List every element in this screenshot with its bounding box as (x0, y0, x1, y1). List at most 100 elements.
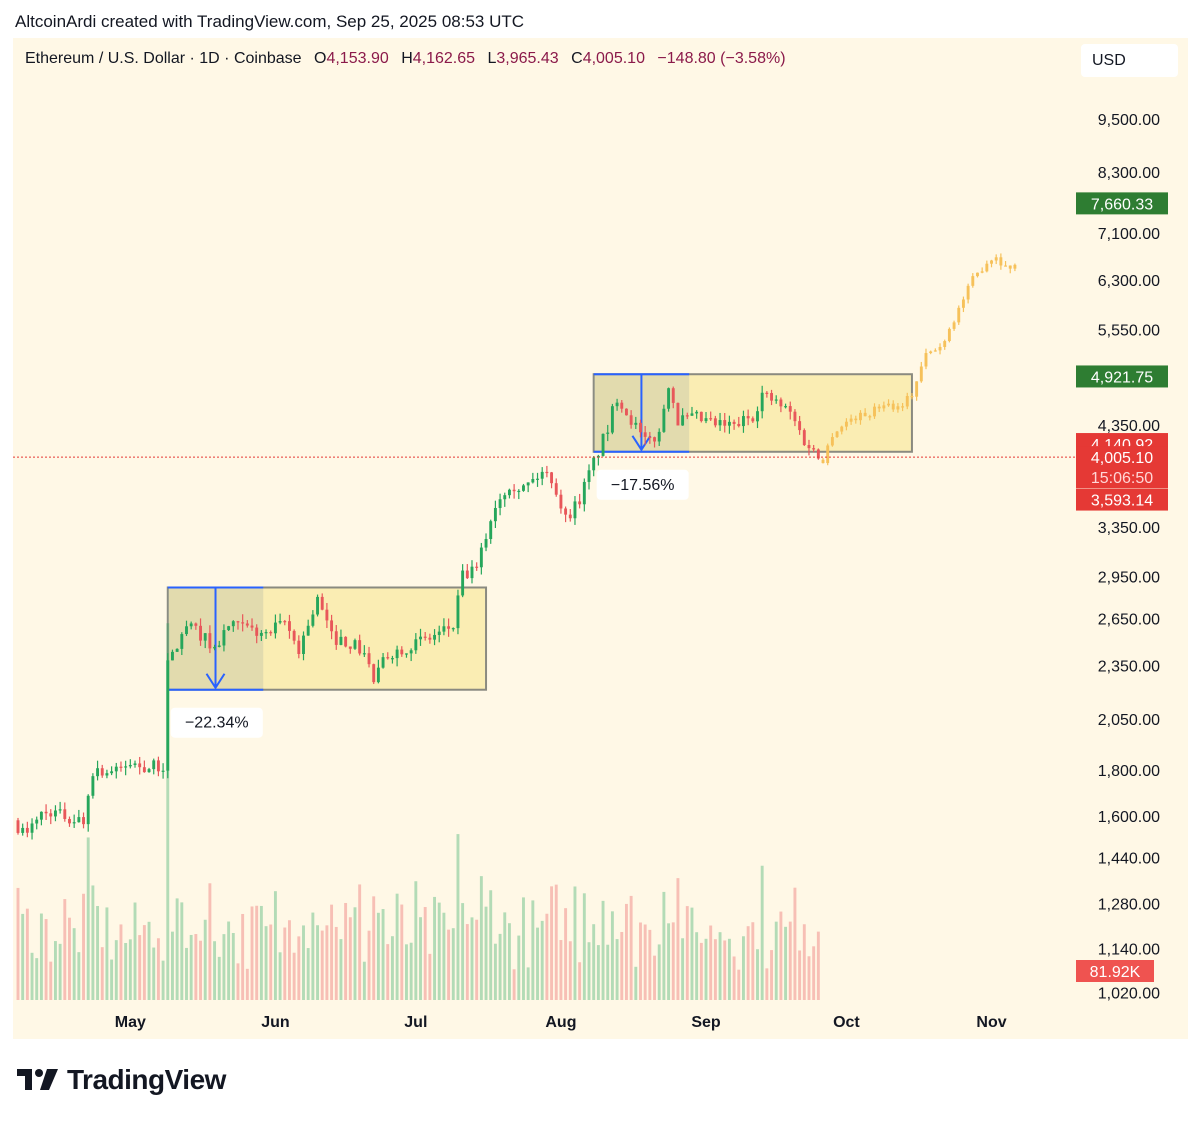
volume-bar (451, 928, 455, 1000)
volume-bar (517, 935, 521, 1000)
volume-label-text: 81.92K (1090, 964, 1141, 981)
candle-body (217, 645, 221, 647)
projection-candle (919, 366, 923, 382)
projection-candle (933, 350, 937, 352)
price-label-bg (1076, 446, 1168, 489)
candle-body (760, 392, 764, 412)
volume-bar (362, 961, 366, 1000)
volume-bar (30, 952, 34, 1000)
measure-label-bg-1 (170, 707, 263, 738)
volume-bar (746, 926, 750, 1000)
candle-body (16, 820, 20, 833)
candle-body (746, 416, 750, 419)
volume-bar (405, 944, 408, 1000)
candle-body (77, 817, 81, 823)
volume-bar (77, 952, 81, 1000)
volume-bar (400, 904, 404, 1000)
candle-body (58, 809, 62, 811)
volume-bar (128, 939, 132, 1000)
volume-bar (185, 947, 188, 1000)
measure-label-text-2: −17.56% (611, 477, 675, 494)
candle-body (414, 639, 418, 651)
y-tick-label: 2,350.00 (1098, 659, 1160, 676)
candle-body (540, 471, 544, 479)
candle-body (82, 817, 85, 825)
candle-body (213, 646, 217, 649)
price-label: 4,921.75 (1076, 365, 1168, 388)
candle-body (189, 623, 193, 627)
candle-body (255, 627, 259, 636)
volume-bar (68, 917, 71, 1000)
projection-candle (961, 299, 965, 308)
candle-body (30, 823, 34, 833)
projection-candle (844, 421, 848, 427)
volume-bar (732, 956, 736, 1000)
volume-bar (203, 919, 207, 1000)
candle-body (798, 421, 802, 431)
candle-body (409, 650, 413, 654)
candle-body (405, 653, 408, 655)
volume-bar (241, 913, 245, 1000)
candle-body (765, 392, 769, 394)
candle-body (423, 636, 427, 638)
volume-bar (302, 925, 305, 1000)
volume-bar (269, 924, 273, 1000)
y-tick-label: 1,280.00 (1098, 896, 1160, 913)
candle-body (348, 646, 352, 649)
price-label-text: 7,660.33 (1091, 196, 1153, 213)
volume-bar (643, 924, 647, 1000)
y-tick-label: 8,300.00 (1098, 165, 1160, 182)
candle-body (601, 433, 605, 456)
projection-candle (915, 381, 919, 397)
low-label: L (487, 50, 497, 67)
volume-bar (372, 896, 376, 1000)
volume-bar (161, 960, 165, 1000)
volume-bar (278, 952, 282, 1000)
volume-bar (802, 924, 806, 1000)
projection-candle (877, 406, 881, 409)
chart-area[interactable] (13, 38, 1188, 1039)
range-box-2 (592, 373, 913, 453)
volume-bar (812, 946, 816, 1000)
candle-body (138, 763, 142, 768)
measure-label-2: −17.56% (596, 469, 689, 500)
candle-body (63, 809, 67, 819)
candle-body (517, 490, 521, 493)
volume-bar (629, 895, 633, 1000)
candle-body (784, 406, 788, 408)
candle-body (503, 495, 507, 500)
volume-bar (634, 966, 638, 1000)
candle-body (629, 415, 633, 425)
candle-body (512, 489, 516, 492)
candle-body (231, 621, 235, 627)
candle-body (578, 501, 582, 505)
volume-bar (760, 865, 764, 1000)
x-tick-label: Jul (404, 1014, 427, 1031)
projection-candle (990, 260, 993, 264)
volume-bar (727, 938, 731, 1000)
change-value: −148.80 (−3.58%) (657, 50, 786, 67)
projection-candle (994, 257, 998, 261)
candle-body (704, 418, 708, 422)
volume-bar (353, 907, 357, 1000)
candle-body (489, 521, 493, 539)
volume-bar (442, 912, 446, 1000)
x-tick-label: Aug (545, 1014, 576, 1031)
projection-candle (854, 418, 858, 421)
volume-bar (189, 934, 193, 1000)
projection-candle (859, 412, 862, 421)
volume-bar (685, 906, 689, 1000)
projection-candle (840, 426, 844, 432)
volume-bar (245, 968, 249, 1000)
price-label: 7,660.33 (1076, 192, 1168, 215)
currency-button[interactable]: USD (1081, 44, 1178, 77)
candle-body (273, 622, 277, 634)
volume-bar (119, 924, 123, 1000)
candle-body (639, 422, 642, 433)
tradingview-logo-icon (17, 1069, 58, 1090)
projection-candle (849, 418, 853, 422)
price-label-bg (1076, 192, 1168, 215)
volume-bar (550, 886, 554, 1000)
volume-bar (648, 929, 652, 1000)
